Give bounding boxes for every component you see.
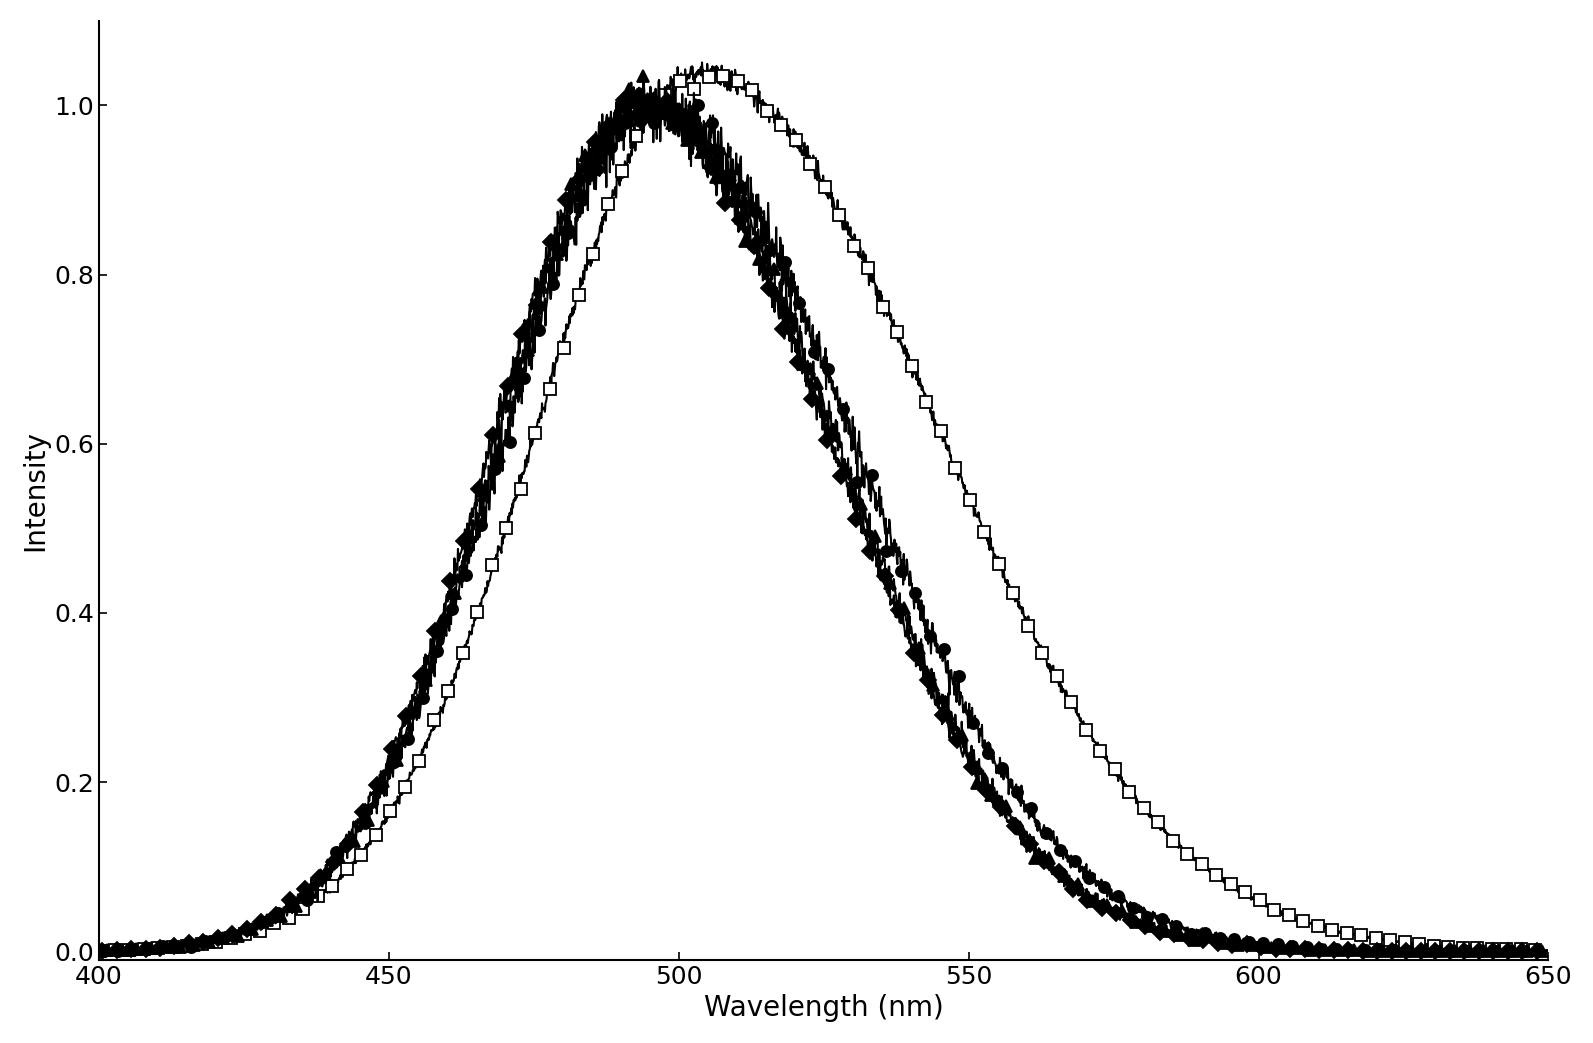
Y-axis label: Intensity: Intensity <box>21 430 49 551</box>
X-axis label: Wavelength (nm): Wavelength (nm) <box>704 994 943 1022</box>
